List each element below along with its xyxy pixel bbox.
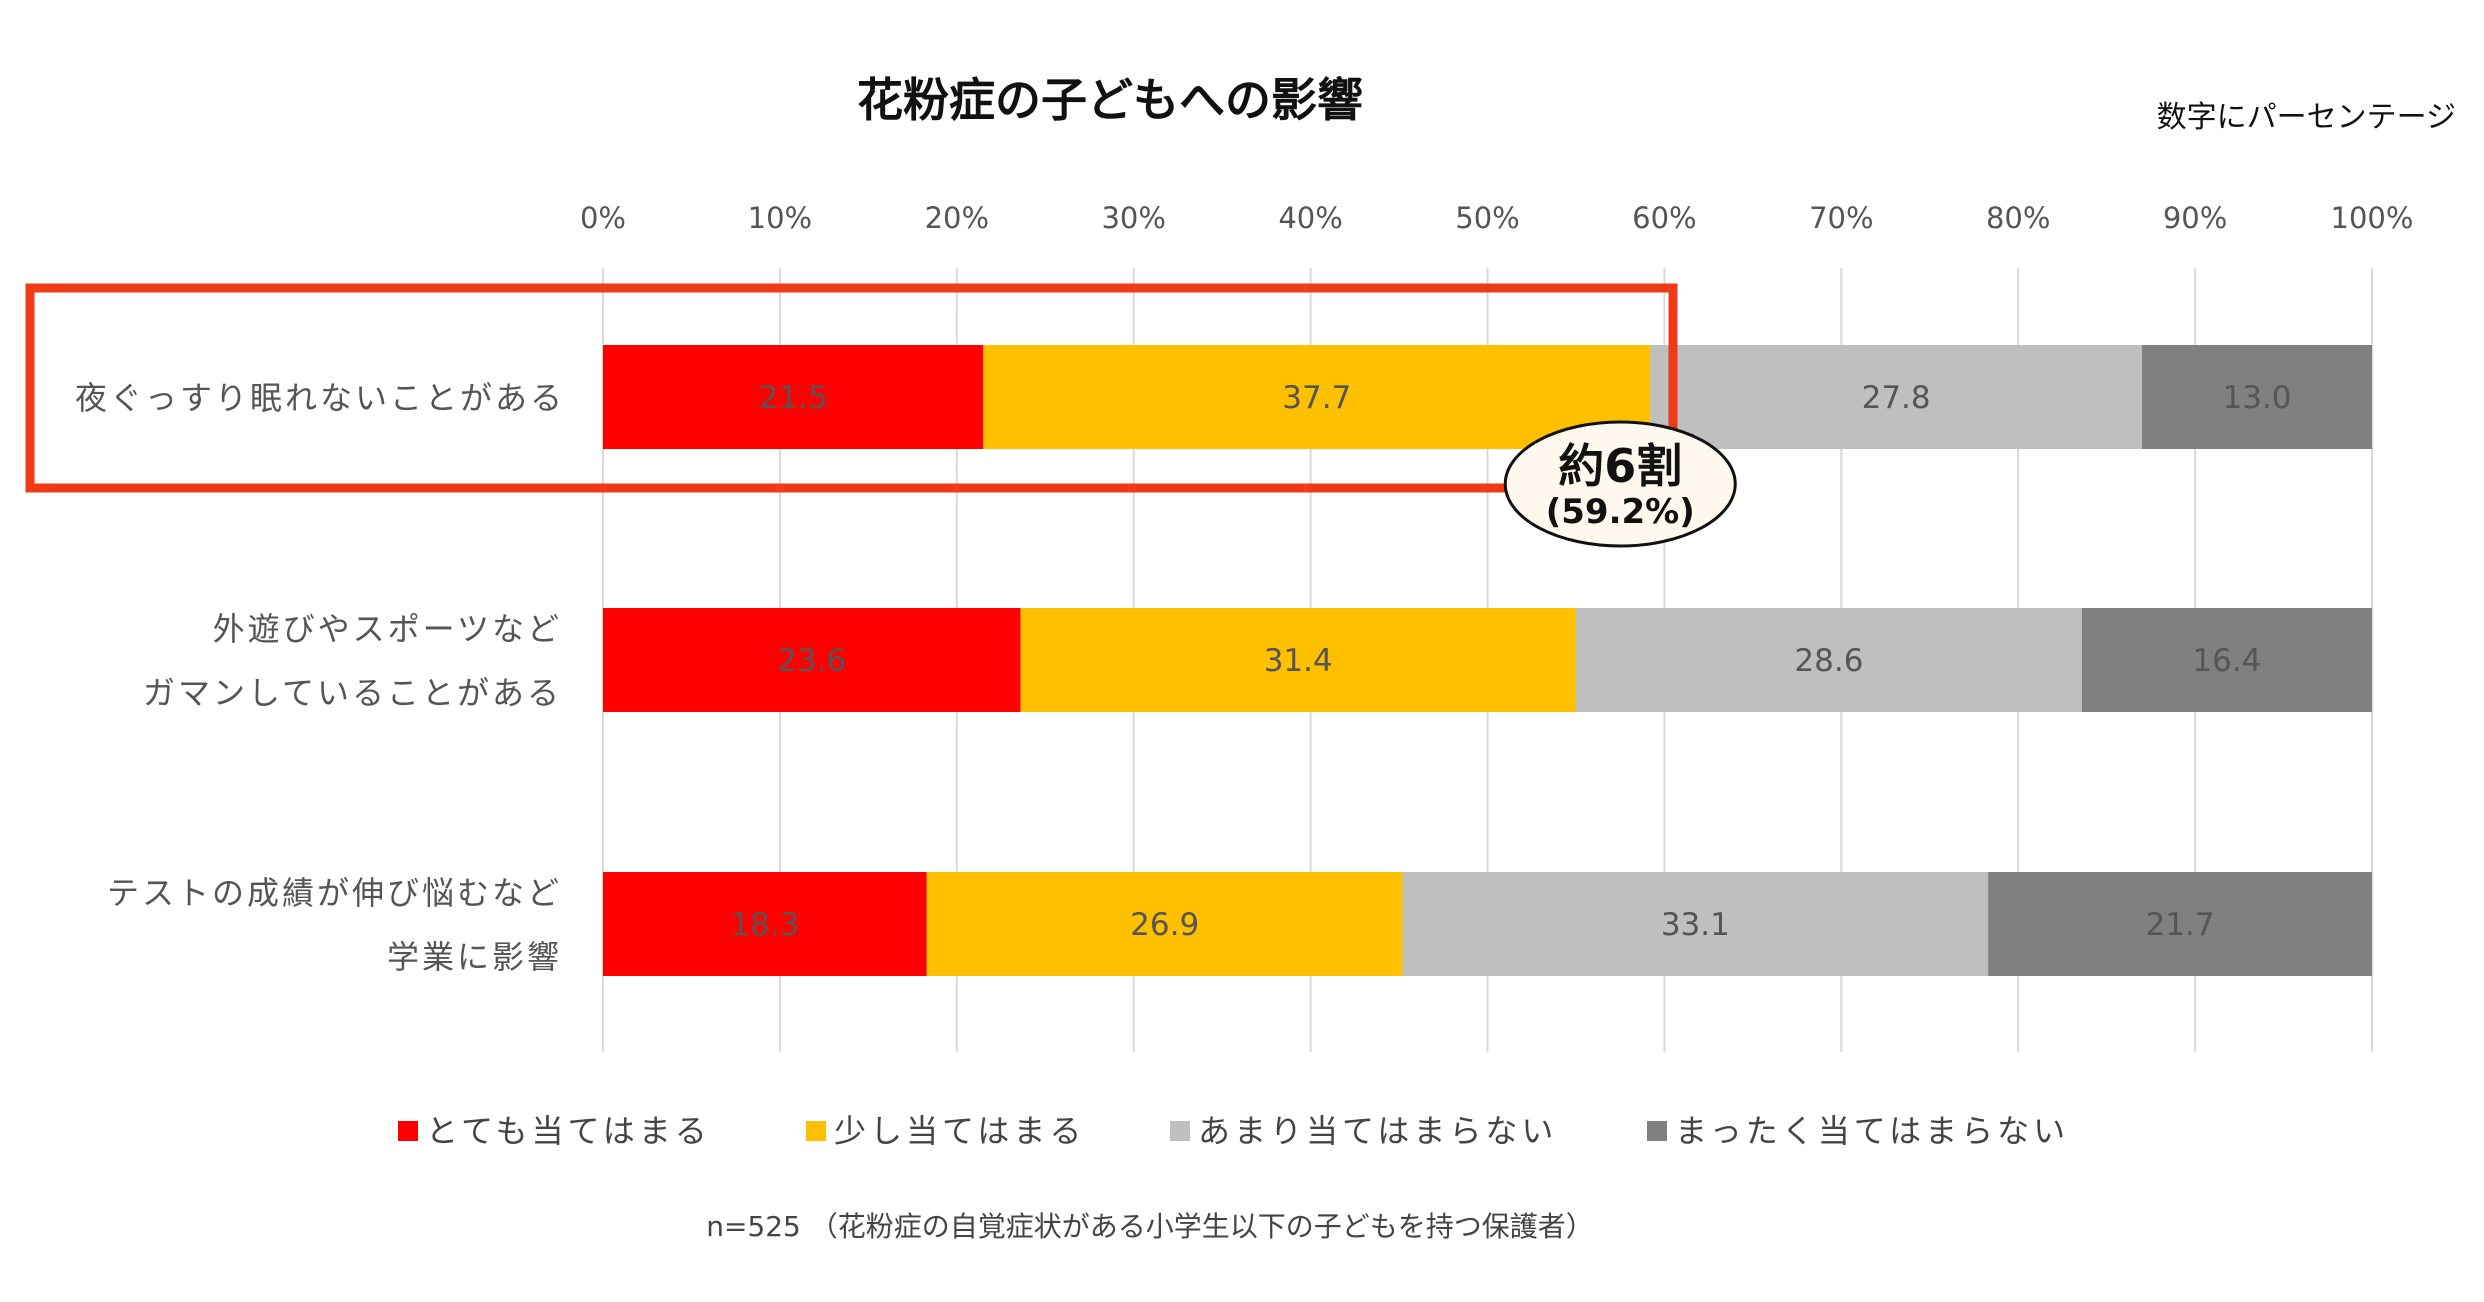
category-labels: 夜ぐっすり眠れないことがある外遊びやスポーツなどガマンしていることがあるテストの…: [75, 379, 565, 976]
legend-swatch: [1647, 1121, 1667, 1141]
legend-label: あまり当てはまらない: [1198, 1112, 1557, 1150]
x-tick-label: 30%: [1101, 201, 1165, 235]
bar-segment: [1020, 608, 1576, 712]
x-tick-label: 90%: [2163, 201, 2227, 235]
data-label: 37.7: [1282, 380, 1351, 416]
bar-segment: [2142, 345, 2372, 449]
data-label: 33.1: [1661, 907, 1730, 943]
data-label: 27.8: [1862, 380, 1931, 416]
x-tick-label: 80%: [1986, 201, 2050, 235]
data-label: 28.6: [1794, 643, 1863, 679]
bar-segment: [603, 608, 1021, 712]
category-label: ガマンしていることがある: [143, 674, 562, 712]
bar-segment: [1988, 872, 2372, 976]
callout-bubble: [1503, 420, 1737, 548]
x-tick-label: 60%: [1632, 201, 1696, 235]
data-label: 26.9: [1130, 907, 1199, 943]
x-axis-tick-labels: 0% 10% 20% 30% 40% 50% 60% 70% 80% 90% 100%: [580, 201, 2413, 235]
data-label: 21.7: [2146, 907, 2215, 943]
unit-note: 数字にパーセンテージ: [2157, 100, 2456, 135]
legend-swatch: [1170, 1121, 1190, 1141]
x-tick-label: 100%: [2331, 201, 2414, 235]
data-labels: 21.5 37.7 27.8 13.0 23.6 31.4 28.6 16.4 18.3 26.9…: [730, 380, 2291, 943]
chart-title: 花粉症の子どもへの影響: [857, 73, 1363, 127]
data-label: 31.4: [1264, 643, 1333, 679]
x-tick-label: 10%: [748, 201, 812, 235]
bar-segment: [983, 345, 1651, 449]
bar-segment: [1575, 608, 2082, 712]
bar-segment: [603, 872, 927, 976]
data-label: 18.3: [730, 907, 799, 943]
legend-swatch: [398, 1121, 418, 1141]
x-tick-label: 20%: [925, 201, 989, 235]
legend-label: 少し当てはまる: [834, 1112, 1085, 1150]
callout-sub: (59.2%): [1546, 492, 1695, 532]
data-label: 16.4: [2192, 643, 2261, 679]
category-label: 学業に影響: [387, 938, 562, 976]
sample-footnote: n=525 （花粉症の自覚症状がある小学生以下の子どもを持つ保護者）: [706, 1210, 1594, 1243]
bar-segment: [2081, 608, 2372, 712]
category-label: 夜ぐっすり眠れないことがある: [75, 379, 565, 417]
data-label: 13.0: [2222, 380, 2291, 416]
bar-segment: [1650, 345, 2143, 449]
category-label: 外遊びやスポーツなど: [213, 610, 562, 648]
highlight-group: 約6割(59.2%): [25, 283, 1737, 548]
legend-label: まったく当てはまらない: [1675, 1112, 2069, 1150]
bar-series: [603, 345, 2372, 976]
legend-swatch: [806, 1121, 826, 1141]
highlight-frame: [25, 283, 1678, 493]
data-label: 23.6: [777, 643, 846, 679]
bar-segment: [926, 872, 1403, 976]
legend-label: とても当てはまる: [426, 1112, 711, 1150]
category-label: テストの成績が伸び悩むなど: [107, 874, 562, 912]
x-tick-label: 40%: [1278, 201, 1342, 235]
x-tick-label: 0%: [580, 201, 626, 235]
legend: とても当てはまる 少し当てはまる あまり当てはまらない まったく当てはまらない: [398, 1112, 2069, 1150]
data-label: 21.5: [759, 380, 828, 416]
x-tick-label: 70%: [1809, 201, 1873, 235]
callout-main: 約6割: [1558, 439, 1682, 493]
bar-segment: [1402, 872, 1989, 976]
x-tick-label: 50%: [1455, 201, 1519, 235]
bar-segment: [603, 345, 984, 449]
